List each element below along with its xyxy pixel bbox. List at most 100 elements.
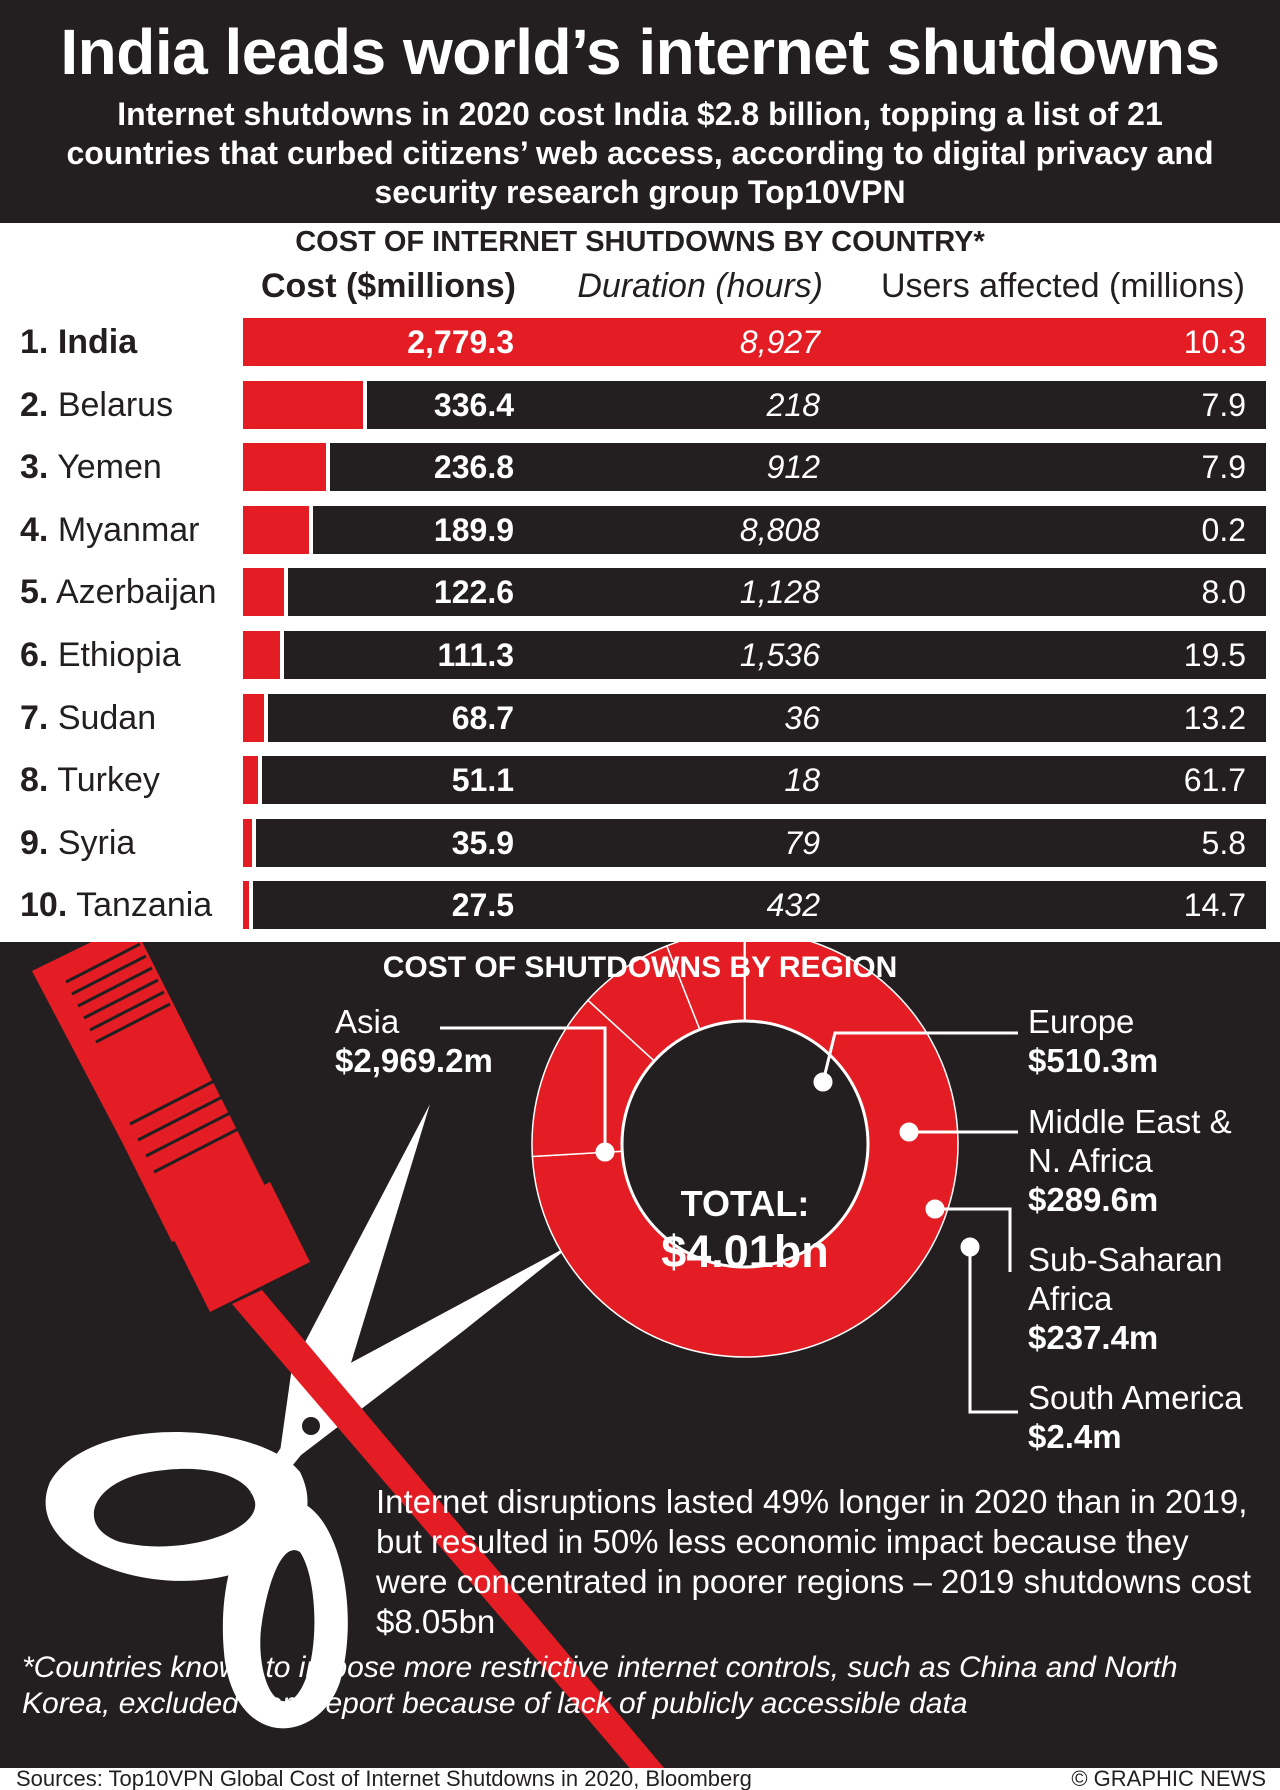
country-label: 2. Belarus (20, 381, 173, 429)
country-label: 4. Myanmar (20, 506, 200, 554)
region-label-europe: Europe $510.3m (1028, 1002, 1158, 1080)
region-label-asia: Asia $2,969.2m (335, 1002, 493, 1080)
cost-bar (243, 693, 269, 742)
region-donut-chart (531, 942, 959, 1358)
cost-bar (243, 756, 262, 805)
duration-value: 218 (766, 386, 820, 423)
duration-value: 1,128 (739, 574, 820, 611)
duration-value: 912 (766, 449, 820, 486)
country-name: Belarus (57, 385, 174, 424)
region-name: Sub-Saharan Africa (1028, 1241, 1223, 1317)
region-name: South America (1028, 1379, 1243, 1416)
region-value: $237.4m (1028, 1319, 1159, 1356)
country-rank: 8. (20, 761, 49, 800)
table-row: 3. Yemen 236.8 912 7.9 (0, 443, 1280, 492)
table-row: 5. Azerbaijan 122.6 1,128 8.0 (0, 568, 1280, 617)
cost-bar (243, 443, 331, 492)
leader-line-asia (440, 1026, 607, 1152)
cost-bar (243, 568, 289, 617)
country-name: Tanzania (76, 886, 213, 925)
country-chart-title: COST OF INTERNET SHUTDOWNS BY COUNTRY* (295, 226, 985, 258)
footnote: *Countries known to impose more restrict… (22, 1651, 1178, 1720)
bar-track (243, 631, 1266, 679)
table-row: 10. Tanzania 27.5 432 14.7 (0, 881, 1280, 930)
users-value: 7.9 (1201, 386, 1246, 423)
country-name: Myanmar (57, 510, 200, 549)
region-value: $2.4m (1028, 1418, 1122, 1455)
country-rank: 1. (20, 323, 49, 361)
country-label: 8. Turkey (20, 756, 160, 804)
bar-track (243, 881, 1266, 930)
cost-value: 336.4 (433, 386, 514, 423)
leader-line-ssa (935, 1207, 1012, 1272)
total-value: $4.01bn (661, 1226, 829, 1277)
bar-track (243, 443, 1266, 492)
leader-dot-mena (899, 1122, 919, 1142)
table-row: 6. Ethiopia 111.3 1,536 19.5 (0, 631, 1280, 679)
users-value: 8.0 (1201, 574, 1246, 611)
bar-track (243, 756, 1266, 805)
users-value: 7.9 (1201, 449, 1246, 486)
column-header-cost: Cost ($millions) (260, 267, 516, 305)
cost-bar (243, 318, 1266, 366)
leader-dot-asia (595, 1142, 615, 1162)
cost-bar (243, 380, 367, 429)
leader-line-sam (968, 1247, 1018, 1414)
country-label: 10. Tanzania (20, 881, 212, 929)
page-subtitle: Internet shutdowns in 2020 cost India $2… (66, 96, 1214, 210)
region-label-sub-saharan-africa: Sub-Saharan Africa $237.4m (1028, 1240, 1268, 1357)
region-value: $510.3m (1028, 1042, 1159, 1079)
cost-value: 27.5 (451, 887, 514, 924)
cost-value: 35.9 (451, 824, 514, 861)
duration-value: 18 (784, 762, 820, 799)
duration-value: 79 (784, 824, 820, 861)
cost-value: 2,779.3 (407, 324, 514, 360)
table-row: 4. Myanmar 189.9 8,808 0.2 (0, 505, 1280, 554)
country-rank: 10. (20, 886, 68, 925)
country-name: Yemen (57, 448, 162, 487)
region-name: Middle East & N. Africa (1028, 1103, 1232, 1179)
column-header-duration: Duration (hours) (577, 267, 823, 305)
column-header-users: Users affected (millions) (880, 267, 1245, 305)
duration-value: 36 (784, 699, 820, 736)
country-label: 9. Syria (20, 819, 135, 867)
donut-total: TOTAL: $4.01bn (620, 1182, 870, 1278)
duration-value: 432 (766, 887, 820, 924)
sources-text: Sources: Top10VPN Global Cost of Interne… (16, 1766, 752, 1790)
region-graphic (32, 942, 1018, 1787)
region-name: Europe (1028, 1003, 1135, 1040)
country-rank: 6. (20, 636, 49, 674)
leader-dot-sam (960, 1237, 980, 1257)
table-row: 8. Turkey 51.1 18 61.7 (0, 756, 1280, 805)
country-rank: 3. (20, 448, 49, 487)
country-label: 5. Azerbaijan (20, 568, 217, 616)
cost-bar (243, 818, 257, 867)
table-row: 1. India 2,779.3 8,927 10.3 (0, 318, 1280, 366)
country-label: 7. Sudan (20, 694, 156, 742)
comparison-note: Internet disruptions lasted 49% longer i… (376, 1483, 1252, 1640)
country-name: Turkey (57, 761, 160, 800)
cost-bar (243, 505, 313, 554)
credit-text: © GRAPHIC NEWS (1071, 1766, 1266, 1790)
duration-value: 1,536 (739, 637, 820, 673)
users-value: 5.8 (1201, 824, 1246, 861)
users-value: 14.7 (1183, 887, 1246, 924)
country-name: Syria (57, 823, 136, 862)
leader-dot-europe (813, 1072, 833, 1092)
region-section: COST OF SHUTDOWNS BY REGION Asia $2,969.… (0, 942, 1280, 1790)
users-value: 10.3 (1183, 324, 1246, 360)
country-label: 1. India (20, 318, 137, 366)
country-rank: 4. (20, 510, 49, 549)
bar-track (243, 818, 1266, 867)
page-title: India leads world’s internet shutdowns (60, 16, 1220, 88)
users-value: 19.5 (1183, 637, 1246, 673)
bar-track (243, 505, 1266, 554)
cost-value: 189.9 (433, 511, 514, 548)
leader-lines (440, 1026, 1018, 1414)
region-chart-title: COST OF SHUTDOWNS BY REGION (382, 951, 898, 984)
cost-value: 68.7 (451, 699, 514, 736)
country-rank: 2. (20, 385, 49, 424)
donut-hole (620, 1019, 870, 1269)
ethernet-cable-icon (32, 942, 680, 1787)
cost-value: 51.1 (451, 762, 514, 799)
